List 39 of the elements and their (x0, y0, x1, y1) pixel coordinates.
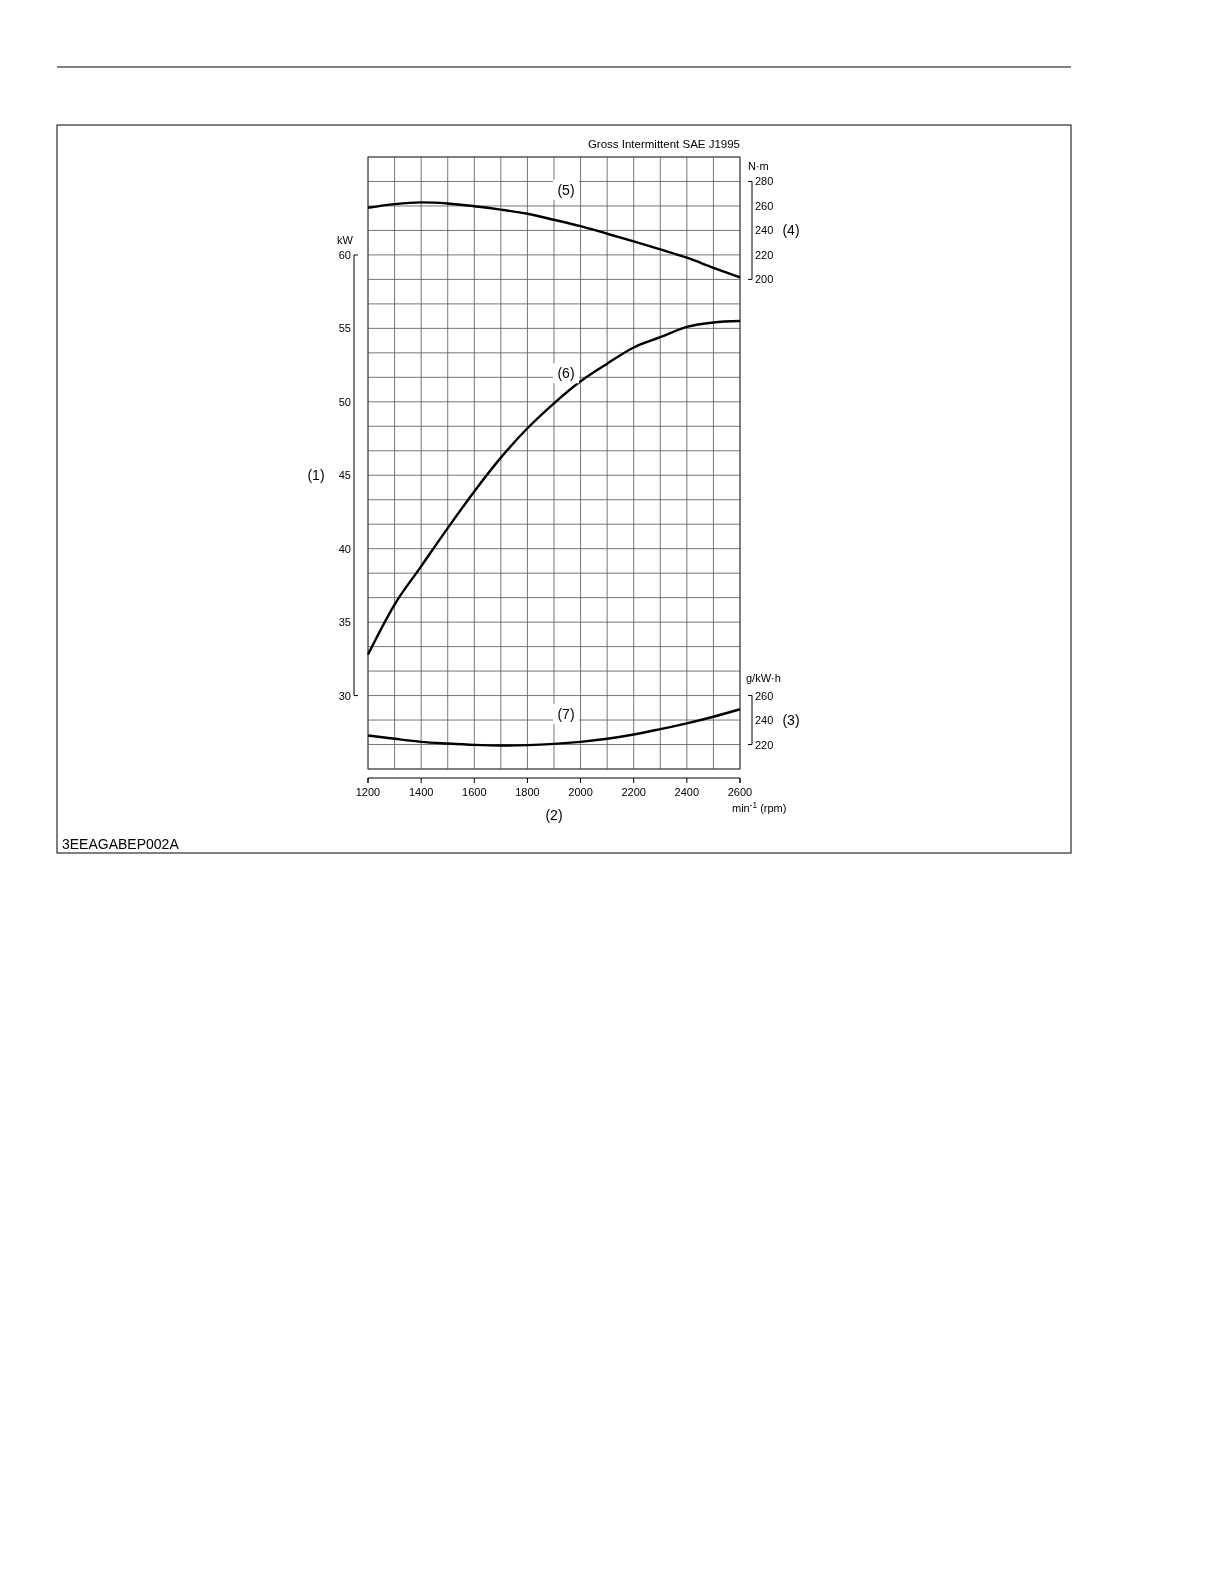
y2-tick-label: 260 (755, 199, 774, 212)
text: kW (337, 233, 354, 246)
line-series (366, 708, 742, 747)
series-label: (6) (557, 365, 575, 382)
y-tick-label: 60 (338, 248, 351, 261)
y-tick-label: 35 (338, 616, 351, 629)
y2-tick-label: 200 (755, 273, 774, 286)
y3-tick-label: 220 (755, 738, 774, 751)
x-axis-title: (2) (545, 807, 563, 823)
y-tick-label: 55 (338, 322, 351, 335)
text: g/kW·h (746, 671, 781, 684)
line-series (366, 319, 742, 656)
y-tick-label: 50 (338, 395, 351, 408)
text: min$^{-1}$ (rpm) (732, 800, 787, 814)
x-tick-label: 1800 (515, 786, 540, 798)
y-tick-label: 30 (338, 689, 351, 702)
x-tick-label: 2200 (621, 786, 646, 798)
y-axis-title: (1) (307, 467, 325, 484)
y2-tick-label: 280 (755, 175, 774, 188)
x-tick-label: 1600 (462, 786, 487, 798)
y2-tick-label: 220 (755, 248, 774, 261)
x-tick-label: 2000 (568, 786, 593, 798)
text: N·m (748, 160, 769, 173)
x-tick-label: 2600 (727, 786, 753, 798)
x-tick-label: 1400 (408, 786, 434, 798)
y3-tick-label: 240 (755, 714, 774, 727)
series-label: (5) (557, 181, 575, 198)
y2-axis-title: (4) (782, 222, 800, 239)
x-tick-label: 2400 (674, 786, 700, 798)
chart-title: Gross Intermittent SAE J1995 (587, 138, 740, 150)
y2-tick-label: 240 (755, 224, 774, 237)
series-label: (7) (557, 705, 575, 722)
y-tick-label: 40 (338, 542, 351, 555)
text: 3EEAGABEP002A (62, 836, 180, 852)
y3-axis-title: (3) (782, 712, 800, 729)
line-series (366, 201, 742, 279)
y-tick-label: 45 (338, 469, 351, 482)
x-tick-label: 1200 (355, 786, 381, 798)
y3-tick-label: 260 (755, 689, 774, 702)
